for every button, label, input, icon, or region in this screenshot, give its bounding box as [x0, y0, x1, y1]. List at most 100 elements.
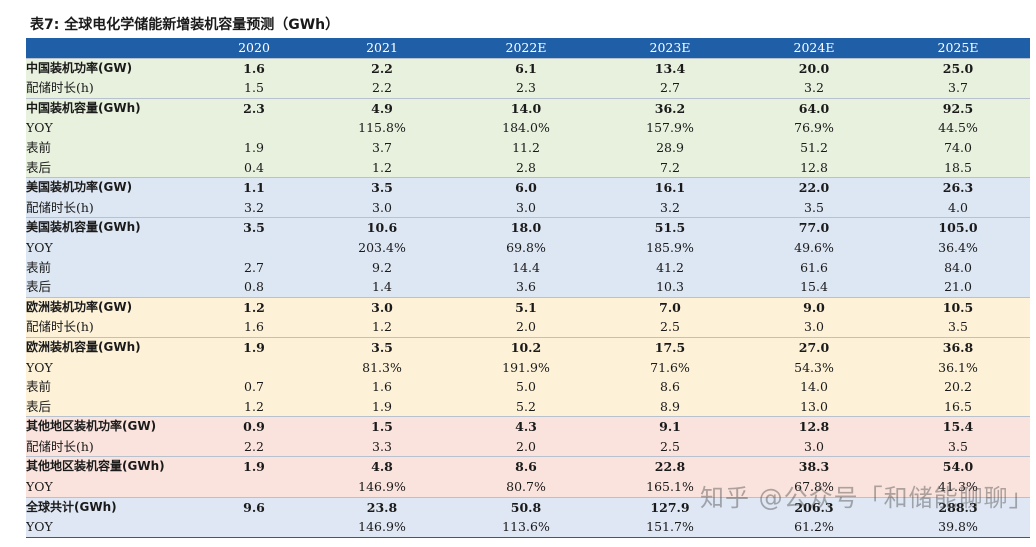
row-label: 表前: [26, 377, 198, 397]
value-cell-2025e: 54.0: [886, 456, 1030, 478]
value-cell-2023e: 41.2: [598, 257, 742, 278]
value-cell-2024e: 64.0: [742, 97, 886, 119]
value-cell-2023e: 71.6%: [598, 357, 742, 378]
header-cell-2022e: 2022E: [454, 38, 598, 59]
row-label: 表后: [26, 396, 198, 417]
value-cell-2025e: 44.5%: [886, 118, 1030, 138]
value-cell-2020: 9.6: [198, 496, 310, 518]
row-label: 表前: [26, 257, 198, 278]
value-cell-2022e: 18.0: [454, 217, 598, 238]
row-label: 配储时长(h): [26, 197, 198, 218]
value-cell-2025e: 288.3: [886, 496, 1030, 518]
value-cell-2023e: 7.2: [598, 157, 742, 178]
value-cell-2025e: 36.1%: [886, 357, 1030, 378]
value-cell-2024e: 12.8: [742, 157, 886, 178]
value-cell-2022e: 3.6: [454, 277, 598, 298]
value-cell-2025e: 84.0: [886, 257, 1030, 278]
value-cell-2021: 3.7: [310, 137, 454, 158]
value-cell-2024e: 27.0: [742, 336, 886, 358]
value-cell-2024e: 13.0: [742, 396, 886, 417]
value-cell-2022e: 69.8%: [454, 237, 598, 258]
value-cell-2024e: 14.0: [742, 377, 886, 397]
value-cell-2024e: 61.6: [742, 257, 886, 278]
value-cell-2020: 1.2: [198, 296, 310, 318]
value-cell-2025e: 20.2: [886, 377, 1030, 397]
value-cell-2022e: 14.0: [454, 97, 598, 119]
value-cell-2024e: 3.5: [742, 197, 886, 218]
value-cell-2025e: 25.0: [886, 57, 1030, 79]
value-cell-2021: 146.9%: [310, 517, 454, 538]
value-cell-2025e: 15.4: [886, 416, 1030, 437]
value-cell-2023e: 10.3: [598, 277, 742, 298]
value-cell-2020: 2.7: [198, 257, 310, 278]
value-cell-2020: 1.2: [198, 396, 310, 417]
table-row: 表后 0.4 1.2 2.8 7.2 12.8 18.5: [26, 157, 1030, 178]
value-cell-2025e: 92.5: [886, 97, 1030, 119]
table-row: 表前 0.7 1.6 5.0 8.6 14.0 20.2: [26, 377, 1030, 397]
value-cell-2024e: 77.0: [742, 217, 886, 238]
row-label: 表后: [26, 157, 198, 178]
value-cell-2020: [198, 237, 310, 258]
table-body: 中国装机功率(GW) 1.6 2.2 6.1 13.4 20.0 25.0 配储时长(h) 1.…: [26, 57, 1030, 538]
value-cell-2021: 9.2: [310, 257, 454, 278]
value-cell-2025e: 3.7: [886, 78, 1030, 99]
value-cell-2024e: 49.6%: [742, 237, 886, 258]
table-row: 中国装机容量(GWh) 2.3 4.9 14.0 36.2 64.0 92.5: [26, 97, 1030, 119]
row-label: 配储时长(h): [26, 78, 198, 99]
table-row: 配储时长(h) 3.2 3.0 3.0 3.2 3.5 4.0: [26, 197, 1030, 218]
table-title: 表7: 全球电化学储能新增装机容量预测（GWh）: [30, 17, 340, 33]
row-label: YOY: [26, 477, 198, 498]
value-cell-2023e: 2.5: [598, 436, 742, 457]
value-cell-2020: 3.5: [198, 217, 310, 238]
table-row: 其他地区装机容量(GWh) 1.9 4.8 8.6 22.8 38.3 54.0: [26, 456, 1030, 478]
value-cell-2025e: 41.3%: [886, 477, 1030, 498]
value-cell-2025e: 36.4%: [886, 237, 1030, 258]
row-label: 欧洲装机功率(GW): [26, 296, 198, 318]
value-cell-2022e: 6.1: [454, 57, 598, 79]
row-label: 表后: [26, 277, 198, 298]
value-cell-2022e: 2.8: [454, 157, 598, 178]
value-cell-2025e: 105.0: [886, 217, 1030, 238]
header-cell-2020: 2020: [198, 38, 310, 59]
value-cell-2022e: 11.2: [454, 137, 598, 158]
row-label: 其他地区装机容量(GWh): [26, 456, 198, 478]
value-cell-2022e: 6.0: [454, 177, 598, 198]
value-cell-2025e: 16.5: [886, 396, 1030, 417]
value-cell-2025e: 18.5: [886, 157, 1030, 178]
table-row: 美国装机功率(GW) 1.1 3.5 6.0 16.1 22.0 26.3: [26, 177, 1030, 198]
value-cell-2022e: 4.3: [454, 416, 598, 437]
value-cell-2023e: 8.6: [598, 377, 742, 397]
header-cell-2024e: 2024E: [742, 38, 886, 59]
value-cell-2021: 10.6: [310, 217, 454, 238]
value-cell-2024e: 67.8%: [742, 477, 886, 498]
value-cell-2024e: 15.4: [742, 277, 886, 298]
header-cell-2025e: 2025E: [886, 38, 1030, 59]
value-cell-2020: 0.8: [198, 277, 310, 298]
value-cell-2020: 1.6: [198, 317, 310, 338]
value-cell-2024e: 51.2: [742, 137, 886, 158]
value-cell-2024e: 54.3%: [742, 357, 886, 378]
watermark: 知乎 @公众号「和储能聊聊」: [700, 484, 1034, 512]
value-cell-2020: 1.9: [198, 456, 310, 478]
value-cell-2023e: 2.7: [598, 78, 742, 99]
value-cell-2021: 1.4: [310, 277, 454, 298]
value-cell-2023e: 22.8: [598, 456, 742, 478]
value-cell-2025e: 36.8: [886, 336, 1030, 358]
row-label: 欧洲装机容量(GWh): [26, 336, 198, 358]
table-row: 欧洲装机功率(GW) 1.2 3.0 5.1 7.0 9.0 10.5: [26, 296, 1030, 318]
row-label: 中国装机功率(GW): [26, 57, 198, 79]
value-cell-2021: 146.9%: [310, 477, 454, 498]
row-label: 配储时长(h): [26, 436, 198, 457]
table-row: 配储时长(h) 2.2 3.3 2.0 2.5 3.0 3.5: [26, 436, 1030, 457]
row-label: 全球共计(GWh): [26, 496, 198, 518]
value-cell-2020: 3.2: [198, 197, 310, 218]
forecast-table: 2020 2021 2022E 2023E 2024E 2025E 中国装机功率…: [26, 38, 1030, 538]
row-label: 其他地区装机功率(GW): [26, 416, 198, 437]
table-row: YOY 146.9% 80.7% 165.1% 67.8% 41.3%: [26, 477, 1030, 498]
value-cell-2023e: 17.5: [598, 336, 742, 358]
value-cell-2020: 0.7: [198, 377, 310, 397]
value-cell-2022e: 5.0: [454, 377, 598, 397]
value-cell-2021: 4.9: [310, 97, 454, 119]
table-row: 配储时长(h) 1.5 2.2 2.3 2.7 3.2 3.7: [26, 78, 1030, 99]
row-label: YOY: [26, 118, 198, 138]
